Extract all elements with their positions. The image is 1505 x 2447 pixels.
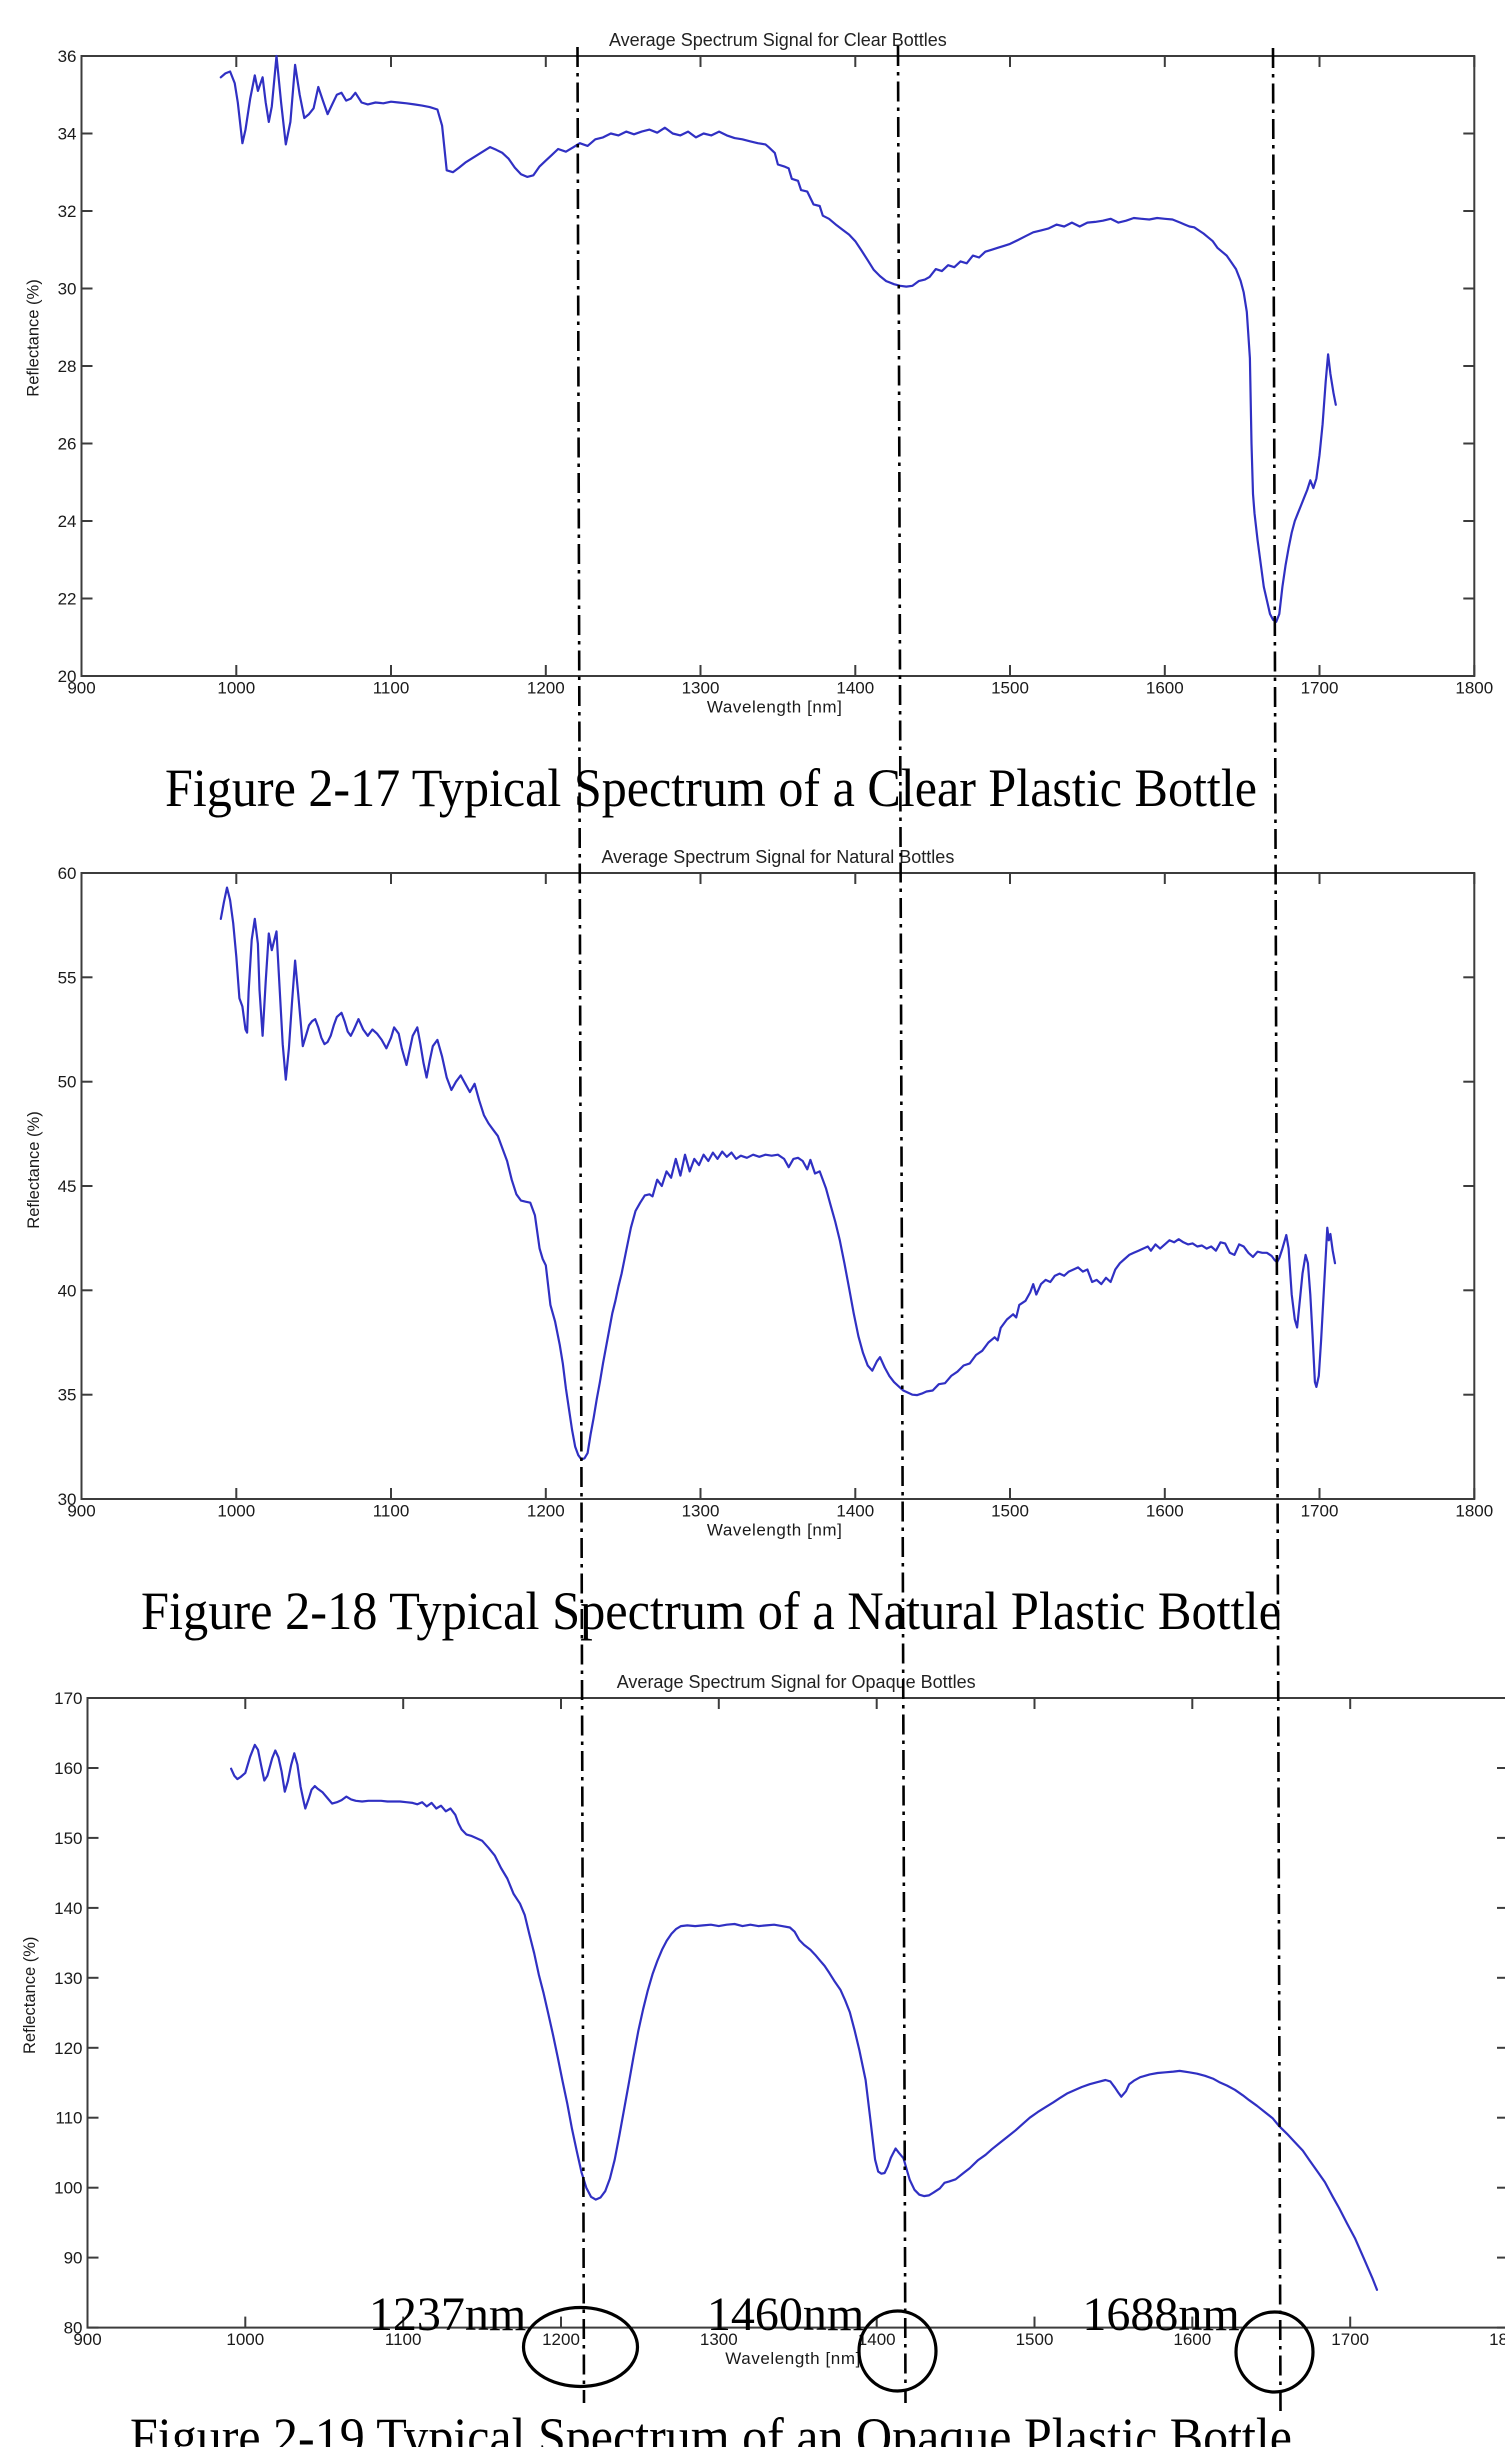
svg-text:140: 140 — [54, 1899, 82, 1918]
svg-text:80: 80 — [64, 2319, 83, 2338]
svg-text:55: 55 — [58, 968, 77, 987]
svg-text:1700: 1700 — [1301, 679, 1339, 698]
svg-text:900: 900 — [67, 1502, 95, 1521]
svg-text:Reflectance (%): Reflectance (%) — [21, 1937, 39, 2054]
svg-text:Wavelength [nm]: Wavelength [nm] — [707, 698, 842, 717]
svg-text:1700: 1700 — [1301, 1502, 1339, 1521]
svg-text:170: 170 — [54, 1689, 82, 1708]
svg-text:90: 90 — [64, 2249, 83, 2268]
svg-text:1400: 1400 — [836, 1502, 874, 1521]
svg-text:1460nm: 1460nm — [707, 2288, 864, 2341]
svg-text:1100: 1100 — [373, 1502, 410, 1521]
svg-text:1200: 1200 — [542, 2330, 580, 2349]
svg-text:1600: 1600 — [1146, 679, 1184, 698]
svg-text:Reflectance (%): Reflectance (%) — [25, 1111, 43, 1228]
svg-text:Reflectance (%): Reflectance (%) — [24, 279, 42, 396]
svg-text:60: 60 — [58, 864, 77, 883]
svg-text:1400: 1400 — [858, 2330, 896, 2349]
svg-text:Wavelength [nm]: Wavelength [nm] — [725, 2349, 860, 2368]
svg-text:1200: 1200 — [527, 1502, 565, 1521]
svg-text:1000: 1000 — [217, 1502, 255, 1521]
svg-text:36: 36 — [58, 47, 77, 66]
svg-text:1237nm: 1237nm — [369, 2288, 526, 2341]
svg-text:1400: 1400 — [836, 679, 874, 698]
svg-text:22: 22 — [58, 590, 77, 609]
svg-text:30: 30 — [58, 1490, 77, 1509]
svg-text:110: 110 — [55, 2109, 82, 2128]
svg-text:1500: 1500 — [991, 679, 1029, 698]
svg-text:1300: 1300 — [682, 679, 720, 698]
svg-text:160: 160 — [54, 1759, 82, 1778]
svg-text:Average Spectrum Signal for Cl: Average Spectrum Signal for Clear Bottle… — [609, 30, 947, 50]
svg-text:120: 120 — [54, 2039, 82, 2058]
svg-text:900: 900 — [73, 2330, 101, 2349]
svg-text:Wavelength [nm]: Wavelength [nm] — [707, 1521, 842, 1540]
svg-text:1300: 1300 — [682, 1502, 720, 1521]
svg-text:1600: 1600 — [1146, 1502, 1184, 1521]
svg-text:1500: 1500 — [991, 1502, 1029, 1521]
svg-text:1688nm: 1688nm — [1082, 2288, 1239, 2341]
svg-text:20: 20 — [58, 667, 77, 686]
svg-text:1800: 1800 — [1455, 679, 1493, 698]
svg-text:Average Spectrum Signal for Na: Average Spectrum Signal for Natural Bott… — [601, 847, 954, 867]
svg-text:24: 24 — [58, 512, 77, 531]
svg-text:1800: 1800 — [1489, 2330, 1505, 2349]
svg-text:35: 35 — [58, 1386, 77, 1405]
svg-text:1800: 1800 — [1455, 1502, 1493, 1521]
svg-text:30: 30 — [58, 280, 77, 299]
svg-text:34: 34 — [58, 125, 77, 144]
svg-text:900: 900 — [67, 679, 95, 698]
svg-text:45: 45 — [58, 1177, 77, 1196]
svg-text:1000: 1000 — [226, 2330, 264, 2349]
svg-text:1700: 1700 — [1331, 2330, 1369, 2349]
svg-text:100: 100 — [54, 2179, 82, 2198]
svg-text:1600: 1600 — [1173, 2330, 1211, 2349]
svg-text:50: 50 — [58, 1073, 77, 1092]
svg-text:32: 32 — [58, 202, 77, 221]
svg-text:1500: 1500 — [1016, 2330, 1054, 2349]
svg-text:40: 40 — [58, 1281, 77, 1300]
svg-text:1100: 1100 — [373, 679, 410, 698]
svg-text:Average Spectrum Signal for Op: Average Spectrum Signal for Opaque Bottl… — [617, 1672, 976, 1692]
svg-text:1000: 1000 — [217, 679, 255, 698]
svg-text:28: 28 — [58, 357, 77, 376]
svg-text:Figure 2-17 Typical Spectrum o: Figure 2-17 Typical Spectrum of a Clear … — [165, 758, 1257, 818]
svg-text:1300: 1300 — [700, 2330, 738, 2349]
svg-text:150: 150 — [54, 1829, 82, 1848]
svg-text:Figure 2-18 Typical Spectrum o: Figure 2-18 Typical Spectrum of a Natura… — [141, 1581, 1281, 1641]
svg-text:Figure 2-19 Typical Spectrum o: Figure 2-19 Typical Spectrum of an Opaqu… — [130, 2407, 1292, 2447]
svg-text:26: 26 — [58, 435, 77, 454]
svg-text:130: 130 — [54, 1969, 82, 1988]
svg-text:1100: 1100 — [385, 2330, 422, 2349]
svg-text:1200: 1200 — [527, 679, 565, 698]
